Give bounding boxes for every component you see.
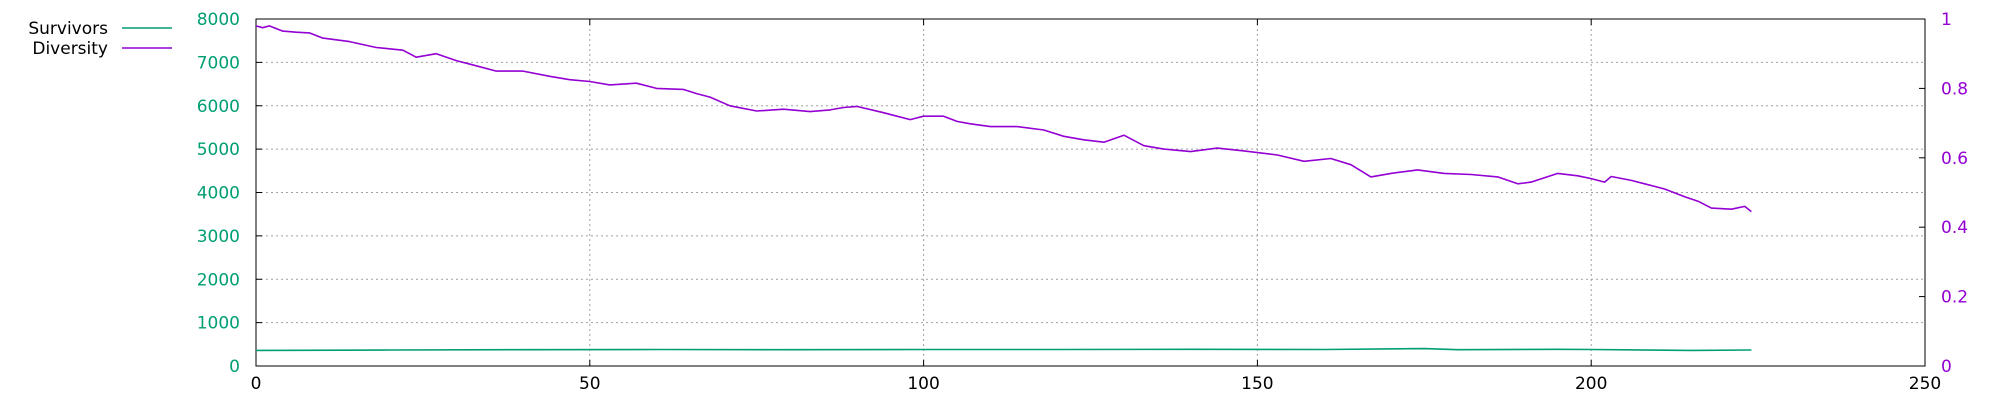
y-right-tick-label: 0.4 <box>1941 218 1968 238</box>
series-line-diversity <box>255 25 1752 213</box>
y-left-tick-label: 2000 <box>197 270 240 290</box>
series-lines <box>255 25 1752 352</box>
x-tick-label: 250 <box>1909 374 1941 394</box>
x-tick-label: 150 <box>1241 374 1273 394</box>
y-left-tick-label: 8000 <box>197 10 240 30</box>
y-right-tick-label: 1 <box>1941 10 1952 30</box>
y-left-tick-label: 7000 <box>197 53 240 73</box>
left-y-axis: 0 1000 2000 3000 4000 5000 6000 7000 8000 <box>197 10 262 377</box>
y-left-tick-label: 1000 <box>197 314 240 334</box>
y-left-tick-label: 0 <box>229 357 240 377</box>
y-left-tick-label: 6000 <box>197 97 240 117</box>
y-right-tick-label: 0.6 <box>1941 149 1968 169</box>
y-left-tick-label: 3000 <box>197 227 240 247</box>
y-right-tick-label: 0.8 <box>1941 79 1968 99</box>
legend-label-survivors: Survivors <box>28 19 108 39</box>
y-left-tick-label: 5000 <box>197 140 240 160</box>
y-left-tick-label: 4000 <box>197 184 240 204</box>
x-tick-label: 100 <box>907 374 939 394</box>
series-line-survivors <box>255 347 1752 352</box>
grid-lines <box>256 19 1925 366</box>
x-tick-label: 200 <box>1575 374 1607 394</box>
y-right-tick-label: 0 <box>1941 357 1952 377</box>
x-tick-label: 0 <box>251 374 262 394</box>
y-right-tick-label: 0.2 <box>1941 288 1968 308</box>
x-tick-label: 50 <box>579 374 601 394</box>
x-axis: 0 50 100 150 200 250 <box>251 19 1941 394</box>
right-y-axis: 0 0.2 0.4 0.6 0.8 1 <box>1919 10 1968 377</box>
legend-label-diversity: Diversity <box>32 39 108 59</box>
